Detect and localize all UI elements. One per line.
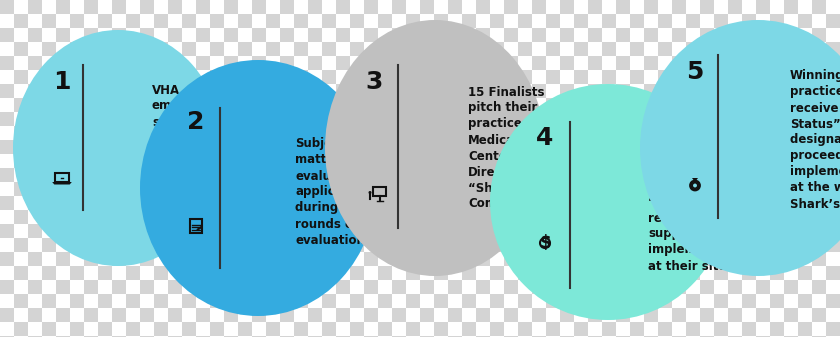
Text: Subject
matter experts
evaluate
applications
during two
rounds of
evaluation: Subject matter experts evaluate applicat…	[295, 137, 395, 246]
Ellipse shape	[640, 20, 840, 276]
Text: 15 Finalists
pitch their
practices to
Medical
Center/VISN
Director
“Sharks” at t: 15 Finalists pitch their practices to Me…	[468, 86, 573, 211]
Ellipse shape	[325, 20, 545, 276]
Text: 5: 5	[686, 60, 704, 84]
Text: $: $	[539, 234, 551, 252]
Polygon shape	[52, 182, 71, 184]
Circle shape	[369, 191, 371, 194]
Text: Winning
practices
receive “Gold
Status”
designation and
proceed with
implementat: Winning practices receive “Gold Status” …	[790, 69, 840, 211]
Text: 1: 1	[53, 70, 71, 94]
Ellipse shape	[490, 84, 726, 320]
Ellipse shape	[13, 30, 223, 266]
Ellipse shape	[140, 60, 376, 316]
Text: VHA
employees
submit
successfully
implemented
promising
practices: VHA employees submit successfully implem…	[152, 84, 239, 192]
Polygon shape	[692, 178, 698, 182]
Text: Medical
Center/VISN
Director
“Sharks” bid
resources to
support
implementation
at: Medical Center/VISN Director “Sharks” bi…	[648, 148, 753, 273]
Text: 2: 2	[187, 110, 205, 134]
FancyBboxPatch shape	[543, 238, 547, 239]
Text: 3: 3	[365, 70, 383, 94]
Text: 4: 4	[536, 126, 554, 150]
